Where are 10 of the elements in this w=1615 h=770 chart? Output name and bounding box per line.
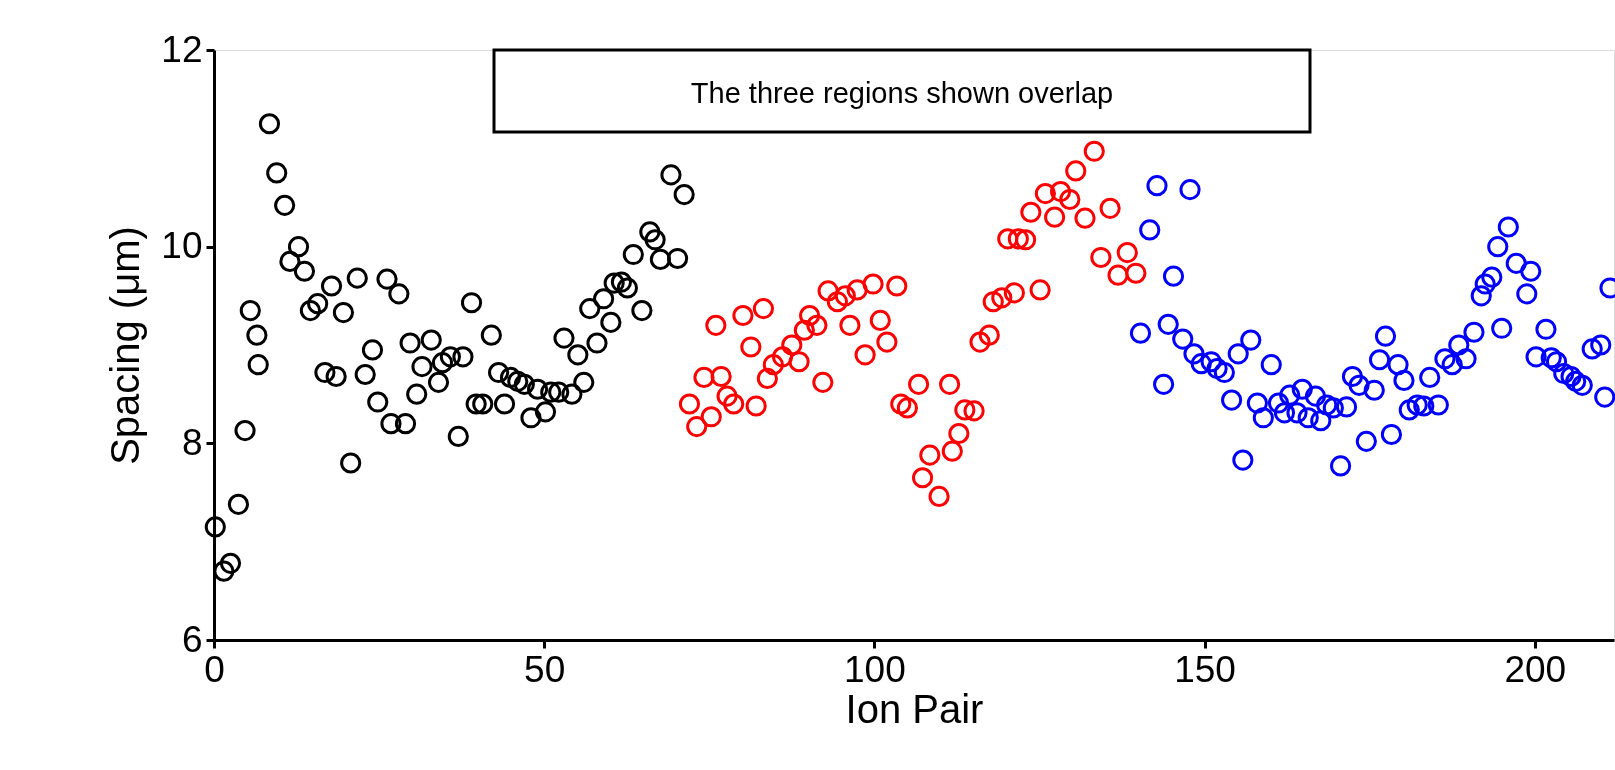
annotation: The three regions shown overlap xyxy=(690,77,1114,109)
x-tick-label: 0 xyxy=(204,648,225,690)
x-tick-label: 150 xyxy=(1174,648,1236,690)
y-tick-label: 12 xyxy=(161,28,203,70)
y-axis-title: Spacing (μm) xyxy=(103,226,148,465)
y-tick-label: 10 xyxy=(161,225,203,267)
y-tick-label: 6 xyxy=(181,618,203,660)
x-tick-label: 200 xyxy=(1504,648,1567,690)
x-tick-label: 50 xyxy=(524,648,566,690)
y-tick-label: 8 xyxy=(181,421,203,463)
